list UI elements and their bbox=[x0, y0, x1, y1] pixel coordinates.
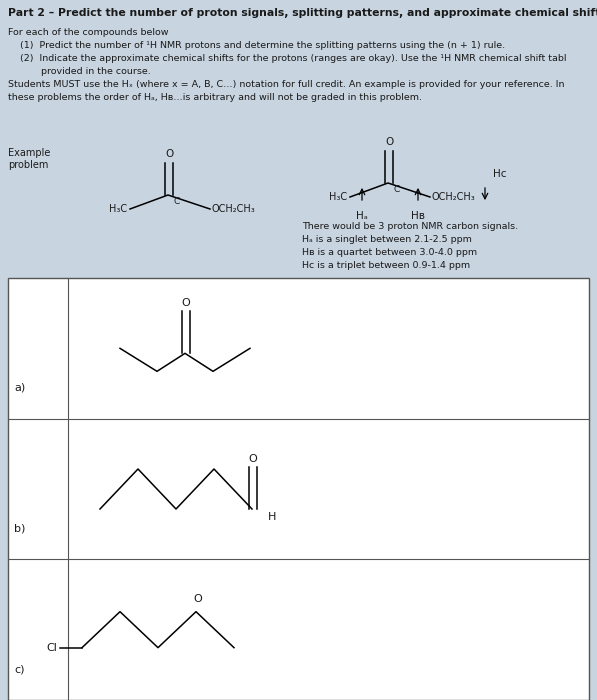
Text: C: C bbox=[394, 185, 400, 194]
Text: (2)  Indicate the approximate chemical shifts for the protons (ranges are okay).: (2) Indicate the approximate chemical sh… bbox=[8, 54, 567, 63]
Text: (1)  Predict the number of ¹H NMR protons and determine the splitting patterns u: (1) Predict the number of ¹H NMR protons… bbox=[8, 41, 505, 50]
Text: O: O bbox=[193, 594, 202, 603]
Text: c): c) bbox=[14, 664, 24, 674]
Text: O: O bbox=[248, 454, 257, 464]
Text: H₃C: H₃C bbox=[109, 204, 127, 214]
Text: Hʙ is a quartet between 3.0-4.0 ppm: Hʙ is a quartet between 3.0-4.0 ppm bbox=[302, 248, 477, 257]
Text: O: O bbox=[181, 298, 190, 308]
Text: OCH₂CH₃: OCH₂CH₃ bbox=[212, 204, 256, 214]
Text: these problems the order of Hₐ, Hʙ…is arbitrary and will not be graded in this p: these problems the order of Hₐ, Hʙ…is ar… bbox=[8, 93, 422, 102]
Text: Hᴄ: Hᴄ bbox=[493, 169, 506, 179]
Text: Part 2 – Predict the number of proton signals, splitting patterns, and approxima: Part 2 – Predict the number of proton si… bbox=[8, 8, 597, 18]
Text: Cl: Cl bbox=[46, 643, 57, 652]
Text: Hᴄ is a triplet between 0.9-1.4 ppm: Hᴄ is a triplet between 0.9-1.4 ppm bbox=[302, 261, 470, 270]
Text: O: O bbox=[385, 137, 393, 147]
Text: OCH₂CH₃: OCH₂CH₃ bbox=[432, 192, 476, 202]
Text: For each of the compounds below: For each of the compounds below bbox=[8, 28, 168, 37]
Text: H: H bbox=[268, 512, 276, 522]
Text: There would be 3 proton NMR carbon signals.: There would be 3 proton NMR carbon signa… bbox=[302, 222, 518, 231]
Bar bbox=[8, 278, 589, 700]
Text: a): a) bbox=[14, 383, 25, 393]
Text: C: C bbox=[174, 197, 180, 206]
Text: Example
problem: Example problem bbox=[8, 148, 50, 169]
Text: O: O bbox=[165, 149, 173, 159]
Text: H₃C: H₃C bbox=[329, 192, 347, 202]
Text: Hₐ is a singlet between 2.1-2.5 ppm: Hₐ is a singlet between 2.1-2.5 ppm bbox=[302, 235, 472, 244]
Text: Hʙ: Hʙ bbox=[411, 211, 425, 221]
Text: Hₐ: Hₐ bbox=[356, 211, 368, 221]
Text: b): b) bbox=[14, 524, 26, 533]
Text: Students MUST use the Hₓ (where x = A, B, C…) notation for full credit. An examp: Students MUST use the Hₓ (where x = A, B… bbox=[8, 80, 565, 89]
Text: provided in the course.: provided in the course. bbox=[8, 67, 151, 76]
